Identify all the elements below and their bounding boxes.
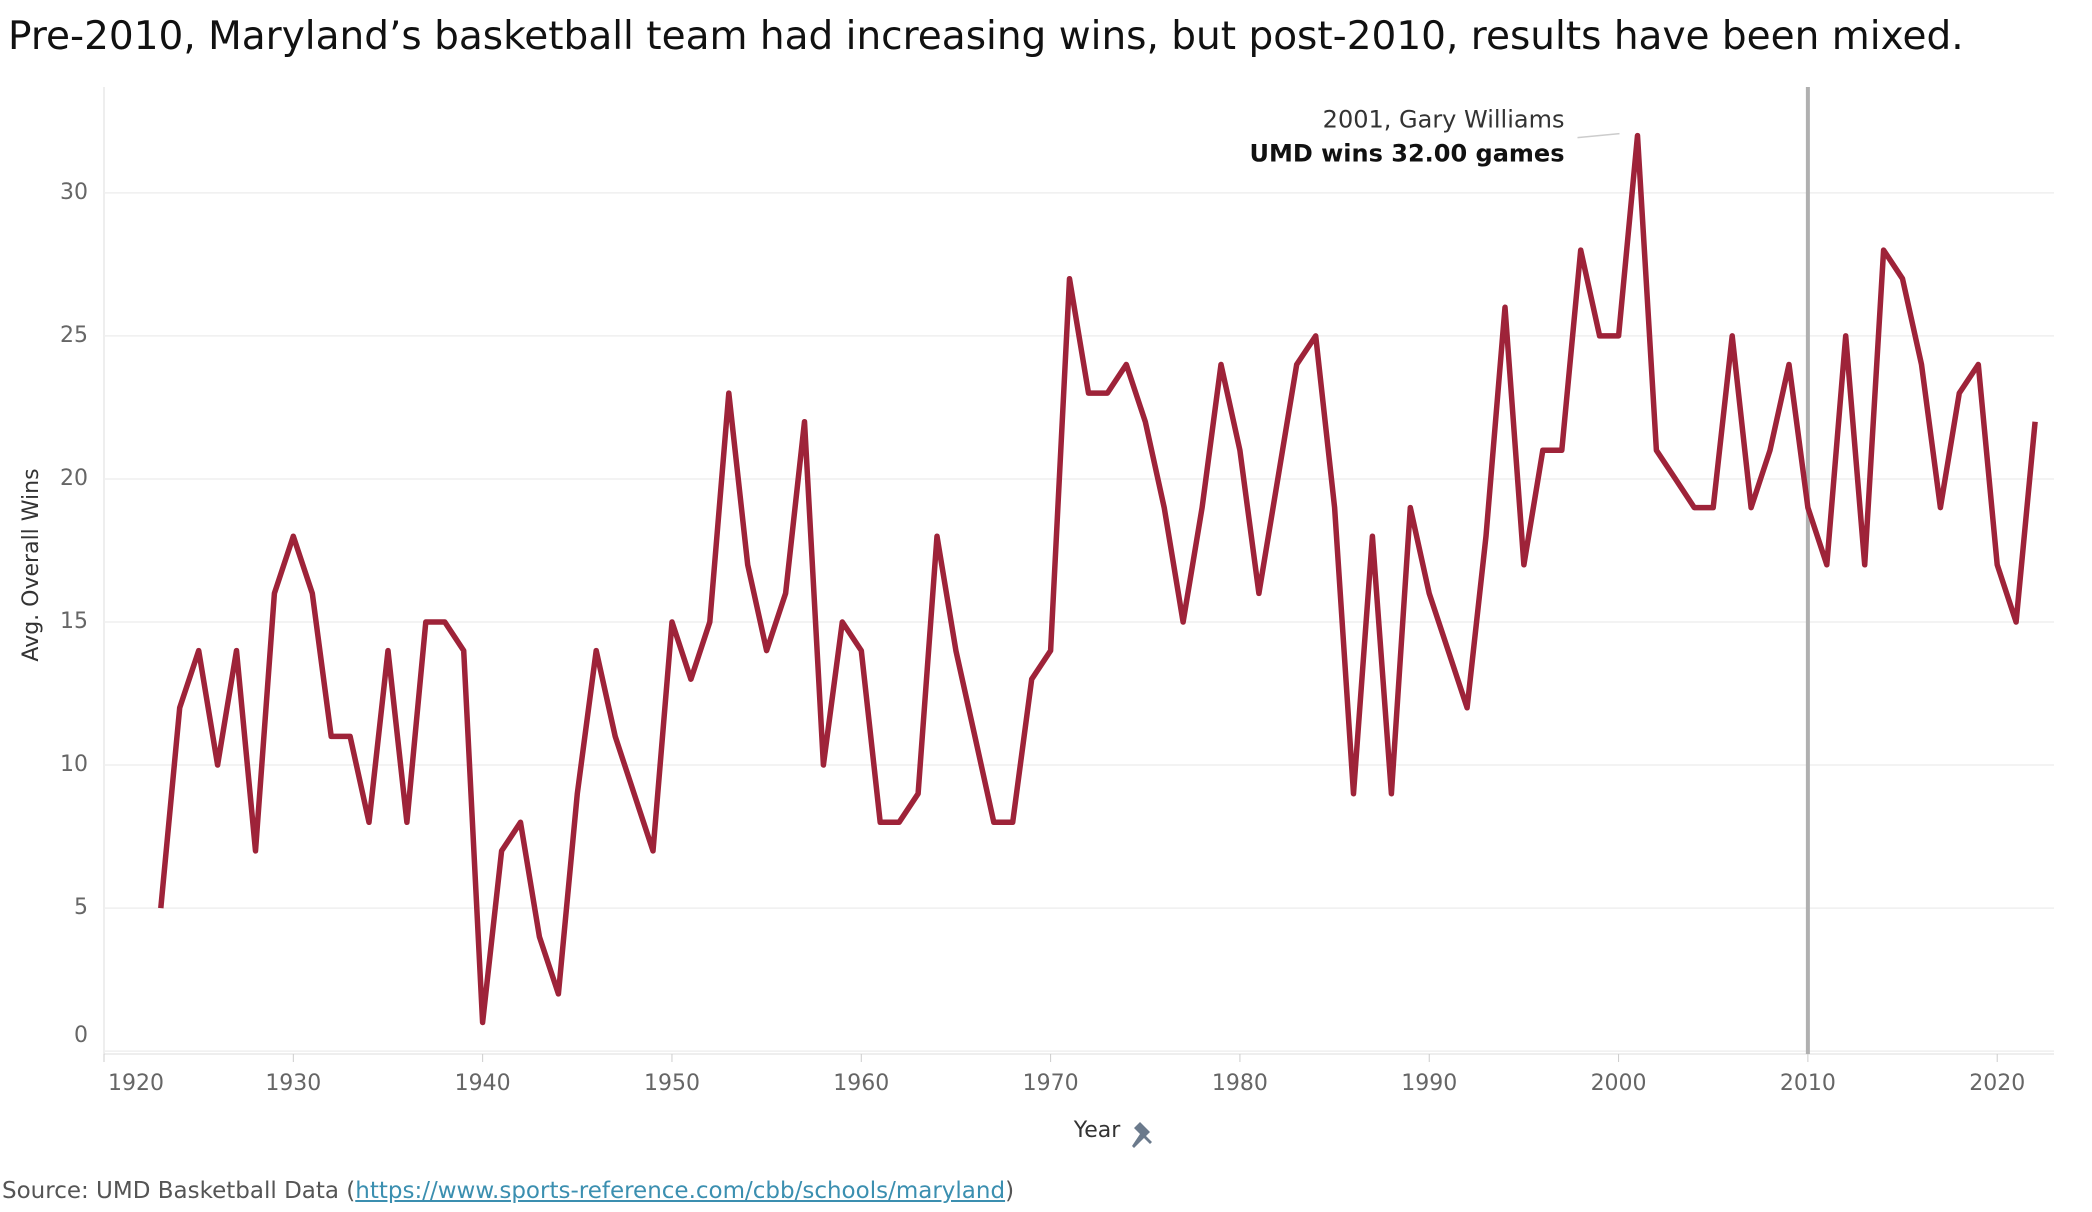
- x-tick-label: 1920: [108, 1071, 164, 1096]
- y-tick-label: 0: [74, 1023, 88, 1048]
- y-tick-label: 15: [60, 609, 88, 634]
- data-line: [158, 132, 2038, 1026]
- y-tick-label: 20: [60, 466, 88, 491]
- x-tick-label: 2020: [1969, 1071, 2025, 1096]
- y-tick-label: 25: [60, 323, 88, 348]
- annotation-text: UMD wins 32.00 games: [1249, 140, 1564, 168]
- x-tick-label: 2000: [1591, 1071, 1647, 1096]
- x-tick-label: 2010: [1780, 1071, 1836, 1096]
- y-tick-label: 5: [74, 895, 88, 920]
- pin-icon: [1132, 1122, 1152, 1148]
- y-tick-label: 30: [60, 180, 88, 205]
- source-text: Source: UMD Basketball Data (: [2, 1178, 356, 1204]
- chart: Avg. Overall Wins Year 0 5 10 15 20 25 30 1920 1…: [19, 87, 2054, 1148]
- x-axis-title: Year: [1073, 1118, 1122, 1143]
- x-tick-label: 1990: [1401, 1071, 1457, 1096]
- annotation-text: 2001, Gary Williams: [1323, 106, 1565, 134]
- x-tick-label: 1980: [1212, 1071, 1268, 1096]
- source-note: Source: UMD Basketball Data (https://www…: [2, 1178, 1014, 1204]
- source-text: ): [1005, 1178, 1015, 1204]
- source-link[interactable]: https://www.sports-reference.com/cbb/sch…: [355, 1178, 1006, 1204]
- y-axis-title: Avg. Overall Wins: [19, 468, 44, 661]
- annotation-connector: [1577, 132, 1620, 139]
- chart-title: Pre-2010, Maryland’s basketball team had…: [8, 14, 1964, 59]
- x-tick-label: 1930: [265, 1071, 321, 1096]
- x-tick-label: 1950: [644, 1071, 700, 1096]
- x-tick-label: 1970: [1023, 1071, 1079, 1096]
- x-tick-label: 1940: [455, 1071, 511, 1096]
- x-tick-label: 1960: [833, 1071, 889, 1096]
- y-tick-label: 10: [60, 752, 88, 777]
